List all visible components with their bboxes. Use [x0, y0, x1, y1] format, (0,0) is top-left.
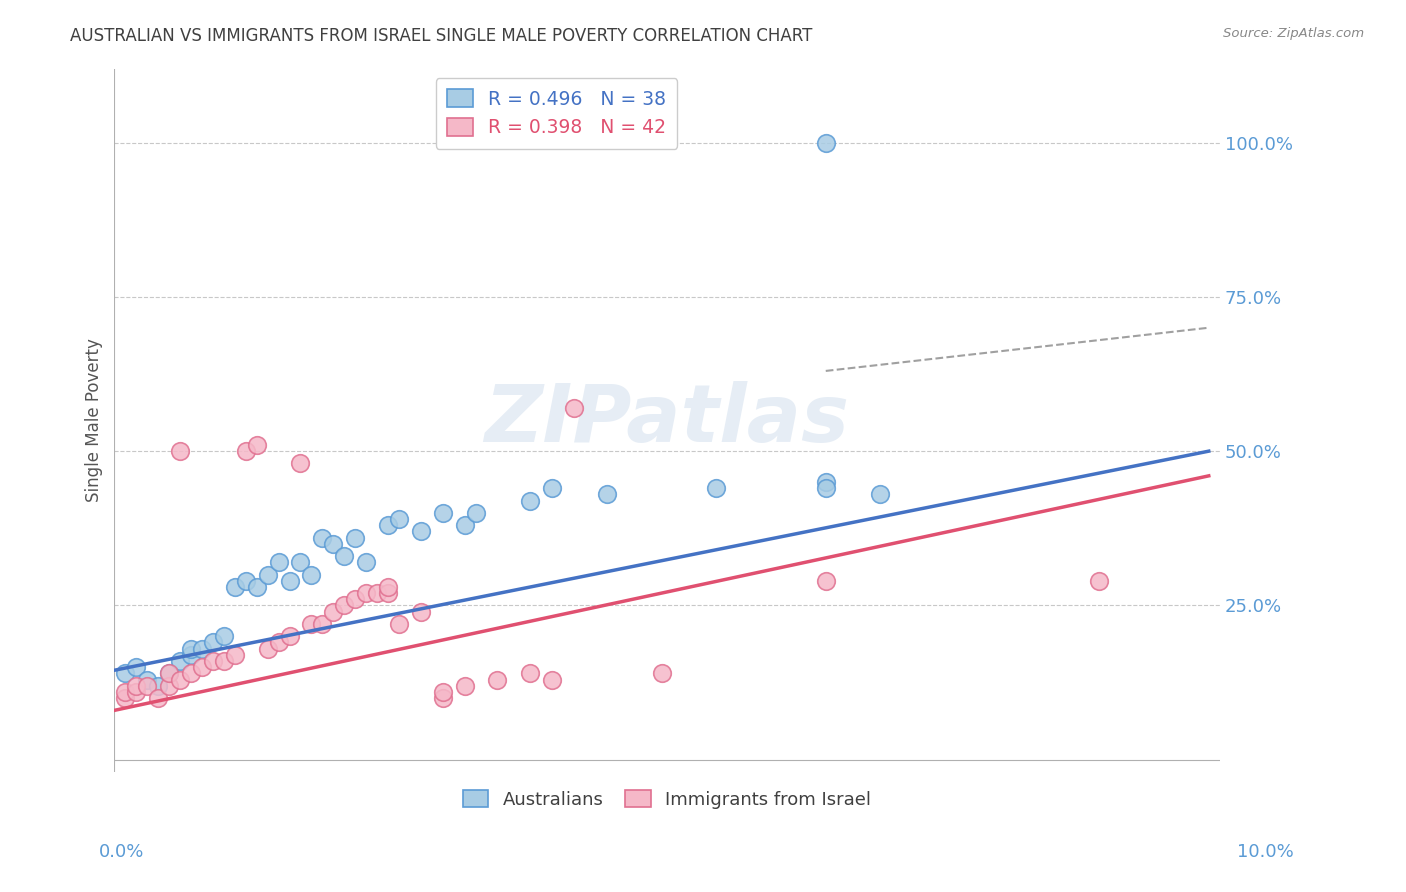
Point [114, 691, 136, 706]
Point [201, 635, 224, 649]
Point [409, 605, 432, 619]
Point [180, 641, 202, 656]
Point [157, 666, 180, 681]
Point [453, 518, 475, 533]
Point [136, 679, 159, 693]
Text: Source: ZipAtlas.com: Source: ZipAtlas.com [1223, 27, 1364, 40]
Point [125, 660, 148, 674]
Point [191, 641, 214, 656]
Point [180, 666, 202, 681]
Point [388, 617, 411, 632]
Point [256, 641, 278, 656]
Point [814, 475, 837, 489]
Point [432, 506, 454, 520]
Point [311, 617, 333, 632]
Point [278, 574, 301, 588]
Point [157, 666, 180, 681]
Point [322, 537, 344, 551]
Point [453, 679, 475, 693]
Point [311, 531, 333, 545]
Point [235, 444, 257, 458]
Point [235, 574, 257, 588]
Point [224, 580, 246, 594]
Point [299, 567, 322, 582]
Point [246, 580, 269, 594]
Point [333, 599, 356, 613]
Point [267, 635, 290, 649]
Point [246, 438, 269, 452]
Point [201, 654, 224, 668]
Point [432, 685, 454, 699]
Point [136, 673, 159, 687]
Point [157, 679, 180, 693]
Point [541, 673, 564, 687]
Point [299, 617, 322, 632]
Point [1088, 574, 1111, 588]
Point [290, 457, 312, 471]
Point [125, 685, 148, 699]
Point [814, 574, 837, 588]
Point [814, 481, 837, 495]
Legend: Australians, Immigrants from Israel: Australians, Immigrants from Israel [456, 782, 879, 816]
Point [256, 567, 278, 582]
Point [114, 685, 136, 699]
Point [388, 512, 411, 526]
Point [354, 586, 377, 600]
Point [169, 444, 191, 458]
Point [377, 586, 399, 600]
Point [377, 518, 399, 533]
Point [212, 654, 235, 668]
Point [191, 660, 214, 674]
Point [344, 531, 367, 545]
Point [354, 555, 377, 569]
Text: ZIPatlas: ZIPatlas [485, 381, 849, 459]
Point [333, 549, 356, 563]
Point [169, 654, 191, 668]
Point [278, 629, 301, 643]
Point [290, 555, 312, 569]
Point [651, 666, 673, 681]
Point [519, 666, 541, 681]
Point [169, 673, 191, 687]
Point [148, 679, 170, 693]
Point [432, 691, 454, 706]
Point [596, 487, 619, 501]
Point [704, 481, 727, 495]
Point [114, 666, 136, 681]
Point [869, 487, 891, 501]
Point [486, 673, 509, 687]
Point [125, 679, 148, 693]
Text: AUSTRALIAN VS IMMIGRANTS FROM ISRAEL SINGLE MALE POVERTY CORRELATION CHART: AUSTRALIAN VS IMMIGRANTS FROM ISRAEL SIN… [70, 27, 813, 45]
Point [519, 493, 541, 508]
Point [267, 555, 290, 569]
Point [212, 629, 235, 643]
Point [562, 401, 585, 415]
Point [344, 592, 367, 607]
Text: 10.0%: 10.0% [1237, 843, 1294, 861]
Point [814, 136, 837, 150]
Point [224, 648, 246, 662]
Point [322, 605, 344, 619]
Point [409, 524, 432, 539]
Point [464, 506, 486, 520]
Point [148, 691, 170, 706]
Point [377, 580, 399, 594]
Text: 0.0%: 0.0% [98, 843, 143, 861]
Y-axis label: Single Male Poverty: Single Male Poverty [86, 338, 103, 502]
Point [541, 481, 564, 495]
Point [180, 648, 202, 662]
Point [366, 586, 388, 600]
